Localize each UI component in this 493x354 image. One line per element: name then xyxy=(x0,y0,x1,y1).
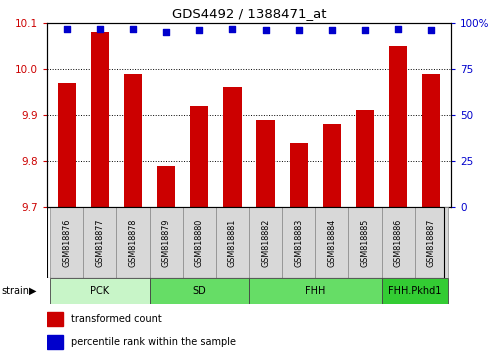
Text: GSM818881: GSM818881 xyxy=(228,218,237,267)
Text: GSM818884: GSM818884 xyxy=(327,218,336,267)
Bar xyxy=(356,110,374,207)
Point xyxy=(262,28,270,33)
Bar xyxy=(50,207,83,278)
Text: FHH: FHH xyxy=(305,286,325,296)
Text: SD: SD xyxy=(192,286,206,296)
Text: transformed count: transformed count xyxy=(71,314,162,324)
Point xyxy=(63,26,70,32)
Point xyxy=(328,28,336,33)
Point xyxy=(295,28,303,33)
Bar xyxy=(415,207,448,278)
Text: GSM818886: GSM818886 xyxy=(393,218,403,267)
Bar xyxy=(47,312,63,326)
Point xyxy=(228,26,236,32)
Bar xyxy=(149,278,249,304)
Bar xyxy=(116,207,149,278)
Bar xyxy=(282,207,315,278)
Bar xyxy=(47,335,63,349)
Point xyxy=(427,28,435,33)
Bar xyxy=(157,166,175,207)
Text: GSM818880: GSM818880 xyxy=(195,218,204,267)
Bar xyxy=(249,207,282,278)
Text: strain: strain xyxy=(1,286,30,296)
Text: GSM818876: GSM818876 xyxy=(62,218,71,267)
Bar xyxy=(124,74,142,207)
Bar xyxy=(389,46,407,207)
Bar xyxy=(422,74,440,207)
Text: GSM818887: GSM818887 xyxy=(427,218,436,267)
Bar xyxy=(323,124,341,207)
Bar xyxy=(249,278,382,304)
Bar xyxy=(382,278,448,304)
Point xyxy=(361,28,369,33)
Bar xyxy=(50,278,149,304)
Point xyxy=(129,26,137,32)
Text: GSM818878: GSM818878 xyxy=(129,218,138,267)
Text: GSM818877: GSM818877 xyxy=(95,218,105,267)
Point xyxy=(394,26,402,32)
Bar xyxy=(382,207,415,278)
Text: percentile rank within the sample: percentile rank within the sample xyxy=(71,337,236,347)
Point xyxy=(96,26,104,32)
Bar xyxy=(83,207,116,278)
Text: GSM818879: GSM818879 xyxy=(162,218,171,267)
Bar xyxy=(149,207,183,278)
Bar xyxy=(315,207,349,278)
Bar xyxy=(256,120,275,207)
Bar xyxy=(289,143,308,207)
Bar xyxy=(58,83,76,207)
Text: GSM818882: GSM818882 xyxy=(261,218,270,267)
Text: PCK: PCK xyxy=(90,286,109,296)
Bar xyxy=(91,32,109,207)
Text: GSM818883: GSM818883 xyxy=(294,218,303,267)
Text: GSM818885: GSM818885 xyxy=(360,218,369,267)
Bar xyxy=(349,207,382,278)
Bar xyxy=(183,207,216,278)
Point xyxy=(162,29,170,35)
Bar xyxy=(190,106,209,207)
Bar xyxy=(223,87,242,207)
Text: ▶: ▶ xyxy=(29,286,36,296)
Bar xyxy=(216,207,249,278)
Text: FHH.Pkhd1: FHH.Pkhd1 xyxy=(388,286,441,296)
Point xyxy=(195,28,203,33)
Title: GDS4492 / 1388471_at: GDS4492 / 1388471_at xyxy=(172,7,326,21)
